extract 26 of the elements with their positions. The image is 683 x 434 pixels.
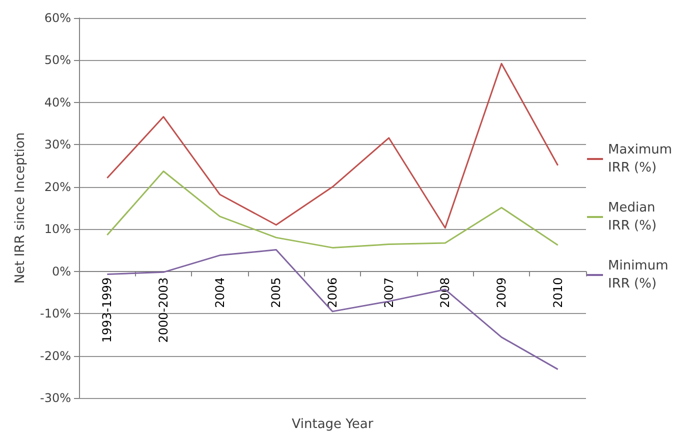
line-series	[106, 62, 559, 229]
y-tick-label: 30%	[44, 138, 71, 152]
legend-label: Minimum IRR (%)	[608, 258, 672, 292]
y-tick-label: 40%	[44, 95, 71, 110]
legend-label: Median IRR (%)	[608, 200, 660, 234]
y-tick-label: -20%	[40, 348, 71, 363]
x-tick-label: 2005	[269, 277, 284, 308]
x-tick-label: 2006	[326, 277, 340, 308]
y-tick-label: -30%	[40, 391, 71, 405]
x-tick-label: 2007	[382, 277, 396, 308]
x-tick-label: 2004	[212, 277, 227, 308]
x-tick-label: 1993-1999	[100, 277, 114, 343]
x-tick-label: 2010	[550, 277, 565, 308]
y-tick-label: -10%	[40, 306, 71, 321]
x-tick-label: 2008	[438, 277, 452, 308]
y-tick-label: 50%	[44, 53, 71, 68]
legend-label: Maximum IRR (%)	[608, 142, 676, 176]
y-tick-label: 0%	[52, 264, 71, 278]
line-series	[106, 170, 559, 248]
x-tick-label: 2000-2003	[156, 277, 170, 343]
y-tick-label: 60%	[44, 11, 71, 25]
y-tick-label: 20%	[44, 180, 71, 194]
y-tick-label: 10%	[44, 222, 71, 236]
x-axis-title: Vintage Year	[292, 417, 374, 432]
y-axis-title: Net IRR since Inception	[13, 132, 28, 284]
x-tick-label: 2009	[494, 277, 508, 308]
